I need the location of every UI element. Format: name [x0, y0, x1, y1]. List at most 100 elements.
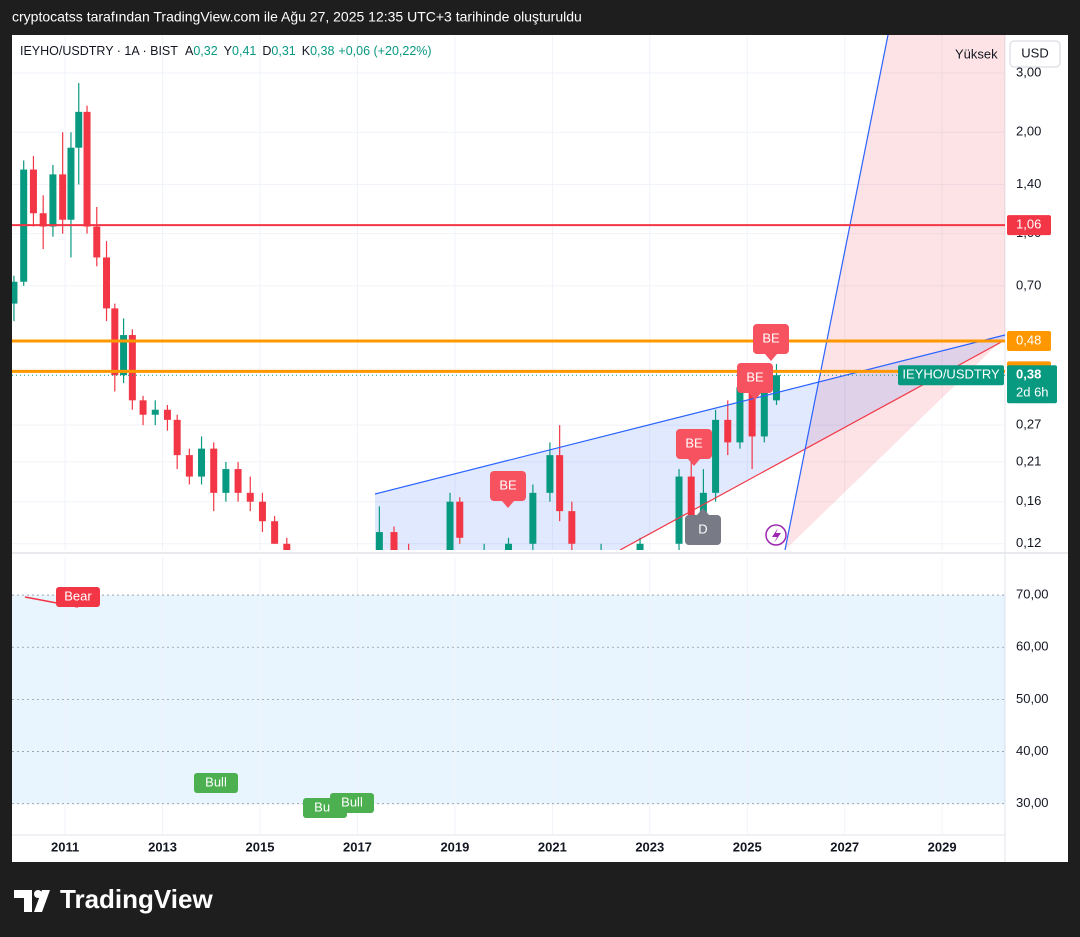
- candle-body: [39, 213, 47, 227]
- signal-bubble: [676, 429, 712, 459]
- signal-pointer: [502, 501, 514, 508]
- signal-label: Bull: [341, 794, 363, 809]
- y-tick-label: 3,00: [1016, 64, 1041, 79]
- legend: IEYHO/USDTRY · 1A · BIST A0,32 Y0,41 D0,31 K…: [20, 44, 432, 58]
- candle-body: [748, 387, 756, 437]
- y-tick-label: 0,70: [1016, 277, 1041, 292]
- candle-body: [636, 543, 644, 550]
- signal-bubble: [330, 793, 374, 813]
- x-tick-label: 2017: [343, 839, 372, 854]
- signal-bubble: [737, 363, 773, 393]
- y-tick-label: 0,21: [1016, 453, 1041, 468]
- candle-body: [675, 476, 683, 544]
- candle-body: [546, 455, 554, 493]
- candle-body: [271, 521, 279, 544]
- candle-body: [139, 400, 147, 415]
- candle-body: [283, 543, 291, 550]
- footer-logo: [14, 890, 50, 912]
- symbol-label-bg: [898, 365, 1004, 386]
- signal-label: BE: [685, 435, 703, 450]
- candle-body: [222, 469, 230, 493]
- lightning: [772, 528, 781, 543]
- candle-body: [568, 511, 576, 544]
- logo-dot: [34, 890, 42, 898]
- signal-bubble: [194, 773, 238, 793]
- y-tick-label: 70,00: [1016, 587, 1049, 602]
- x-tick-label: 2029: [928, 839, 957, 854]
- trendline: [374, 334, 1005, 495]
- signal-bubble: [753, 324, 789, 354]
- chart-panel: [12, 35, 1068, 862]
- y-tick-label: 2,00: [1016, 124, 1041, 139]
- change: +0,06 (+20,22%): [338, 44, 431, 58]
- currency[interactable]: USD: [1021, 45, 1048, 60]
- ohlc-key: A: [185, 44, 194, 58]
- x-tick-label: 2011: [51, 839, 79, 854]
- candle-body: [687, 476, 695, 522]
- candle-body: [736, 387, 744, 443]
- attribution: cryptocatss tarafından TradingView.com i…: [12, 9, 582, 25]
- y-tick-label: 1,40: [1016, 176, 1041, 191]
- candle-body: [49, 174, 57, 227]
- candle-body: [67, 147, 75, 220]
- candle-body: [210, 448, 218, 493]
- candle-body: [529, 492, 537, 544]
- symbol-label: IEYHO/USDTRY: [902, 367, 1000, 382]
- ohlc-value: 0,31: [271, 44, 295, 58]
- ohlc-value: 0,41: [232, 44, 256, 58]
- price-label: 1,06: [1016, 217, 1041, 232]
- signal-pointer: [688, 459, 700, 466]
- forecast-zone: [785, 35, 1005, 550]
- signal-bubble: [490, 471, 526, 501]
- x-tick-label: 2019: [440, 839, 469, 854]
- x-tick-label: 2027: [830, 839, 859, 854]
- candle-body: [103, 257, 111, 309]
- candle-body: [12, 281, 18, 304]
- last-price-label: 0,38: [1016, 367, 1041, 382]
- x-tick-label: 2025: [733, 839, 762, 854]
- candle-body: [83, 111, 91, 227]
- trendline: [784, 35, 889, 550]
- currency-box[interactable]: [1009, 40, 1061, 68]
- y-tick-label: 0,12: [1016, 535, 1041, 550]
- signal-label: BE: [762, 330, 780, 345]
- signal-label: BE: [499, 477, 517, 492]
- ohlc-key: D: [262, 44, 271, 58]
- candle-body: [772, 375, 780, 401]
- candle-body: [456, 501, 464, 538]
- y-tick-label: 30,00: [1016, 795, 1049, 810]
- y-tick-label: 40,00: [1016, 743, 1049, 758]
- ohlc-key: K: [302, 44, 311, 58]
- candle-body: [128, 335, 136, 401]
- x-tick-label: 2023: [635, 839, 664, 854]
- signal-label: D: [698, 521, 707, 536]
- symbol: IEYHO/USDTRY · 1A · BIST: [20, 44, 178, 58]
- candle-body: [198, 448, 206, 477]
- candle-body: [446, 501, 454, 550]
- candle-body: [29, 169, 37, 214]
- candle-body: [93, 226, 101, 258]
- y-tick-label: 60,00: [1016, 639, 1049, 654]
- signal-bubble: [56, 587, 100, 607]
- candle-body: [75, 111, 83, 148]
- candle-body: [556, 455, 564, 512]
- candle-body: [390, 532, 398, 550]
- candle-body: [724, 419, 732, 443]
- y-tick-label: 0,16: [1016, 493, 1041, 508]
- candle-body: [699, 492, 707, 522]
- candle-body: [505, 543, 512, 550]
- signal-label: Bear: [64, 588, 92, 603]
- price-label: 0,48: [1016, 332, 1041, 347]
- candle-body: [185, 455, 193, 477]
- countdown: 2d 6h: [1016, 385, 1049, 400]
- last-price-bg: [1007, 365, 1057, 404]
- candle-body: [120, 335, 128, 376]
- candle-body: [151, 409, 159, 415]
- candle-body: [246, 492, 254, 502]
- footer-brand: TradingView: [60, 884, 213, 914]
- candle-body: [258, 501, 266, 522]
- ohlc-key: Y: [224, 44, 233, 58]
- scale-mode[interactable]: Yüksek: [955, 46, 998, 61]
- y-tick-label: 0,27: [1016, 417, 1041, 432]
